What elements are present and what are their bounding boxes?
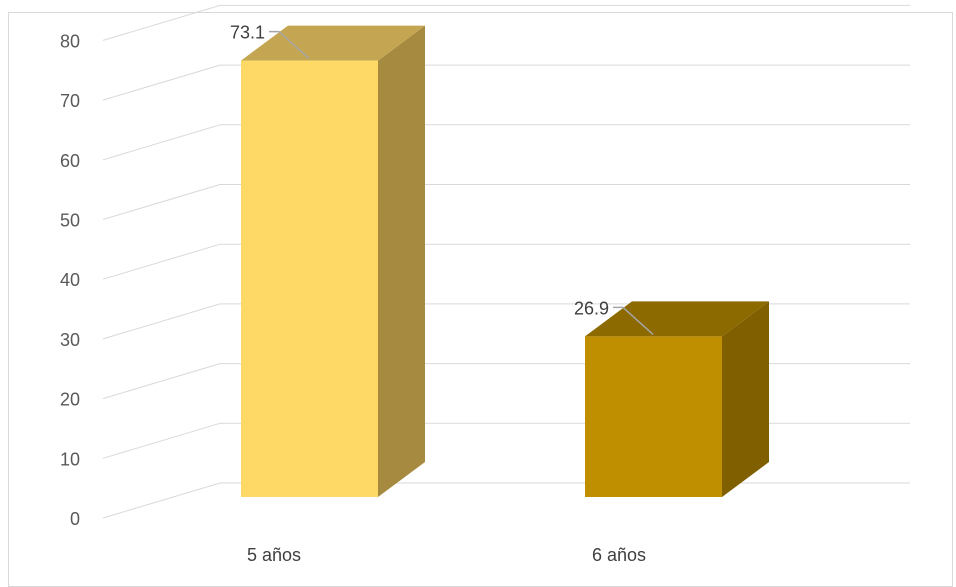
bar-side bbox=[378, 25, 425, 498]
gridlines bbox=[102, 4, 910, 519]
y-tick-label: 20 bbox=[60, 390, 80, 410]
chart-frame bbox=[8, 12, 953, 587]
leader-line bbox=[613, 306, 654, 335]
category-label: 6 años bbox=[592, 545, 646, 565]
bar-front bbox=[585, 336, 722, 497]
bar-top bbox=[585, 301, 769, 337]
y-tick-label: 40 bbox=[60, 270, 80, 290]
gridline-wall bbox=[102, 482, 221, 519]
category-label: 5 años bbox=[247, 545, 301, 565]
bars bbox=[241, 25, 769, 498]
bar-front bbox=[241, 60, 378, 498]
y-tick-label: 30 bbox=[60, 330, 80, 350]
bar-side bbox=[722, 301, 769, 497]
x-axis-categories: 5 años 6 años bbox=[247, 545, 646, 565]
y-tick-label: 70 bbox=[60, 91, 80, 111]
leader-line bbox=[269, 30, 310, 60]
data-label: 26.9 bbox=[574, 298, 609, 318]
gridline-wall bbox=[102, 124, 221, 161]
y-tick-label: 80 bbox=[60, 31, 80, 51]
bar bbox=[241, 25, 425, 498]
gridline-wall bbox=[102, 64, 221, 101]
y-tick-label: 10 bbox=[60, 449, 80, 469]
y-tick-label: 0 bbox=[70, 509, 80, 529]
y-tick-label: 60 bbox=[60, 151, 80, 171]
gridline-wall bbox=[102, 363, 221, 400]
bar bbox=[585, 301, 769, 497]
gridline-wall bbox=[102, 184, 221, 220]
gridline-wall bbox=[102, 422, 221, 459]
gridline-wall bbox=[102, 303, 221, 340]
data-labels: 73.1 26.9 bbox=[230, 23, 654, 335]
y-tick-label: 50 bbox=[60, 211, 80, 231]
gridline-wall bbox=[102, 4, 221, 41]
bar-top bbox=[241, 25, 425, 61]
data-label: 73.1 bbox=[230, 23, 265, 43]
y-axis-ticks: 0 10 20 30 40 50 60 70 80 bbox=[60, 31, 80, 529]
gridline-wall bbox=[102, 243, 221, 280]
